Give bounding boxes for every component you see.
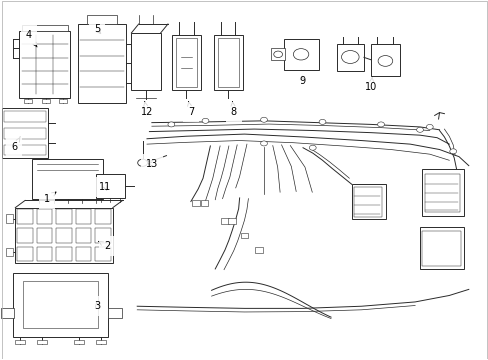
Circle shape — [426, 125, 432, 130]
Bar — [351, 184, 385, 220]
Bar — [370, 44, 399, 76]
Circle shape — [319, 120, 325, 125]
Text: 1: 1 — [44, 192, 56, 204]
Bar — [13, 273, 108, 337]
Bar — [96, 174, 125, 198]
Text: 3: 3 — [94, 301, 100, 311]
Bar — [96, 340, 105, 343]
Text: 11: 11 — [99, 182, 111, 192]
Bar — [95, 210, 111, 224]
Bar — [76, 247, 91, 261]
Bar — [228, 219, 236, 224]
Bar — [214, 35, 242, 90]
Bar — [191, 201, 199, 206]
Bar — [283, 39, 318, 69]
Bar — [56, 210, 72, 224]
Bar — [353, 187, 382, 217]
Bar — [131, 33, 160, 90]
Bar — [131, 40, 140, 47]
Circle shape — [449, 149, 456, 154]
Bar — [17, 228, 33, 243]
Bar — [37, 340, 47, 343]
Bar — [24, 99, 32, 103]
Bar — [42, 99, 50, 103]
Bar — [78, 24, 126, 103]
Bar — [4, 145, 45, 156]
Circle shape — [138, 159, 147, 166]
Circle shape — [273, 51, 282, 58]
Bar — [37, 228, 52, 243]
Text: 5: 5 — [94, 24, 101, 35]
Bar — [17, 247, 33, 261]
Bar — [0, 308, 14, 318]
Bar — [21, 25, 68, 31]
Bar — [32, 159, 103, 199]
Bar — [76, 210, 91, 224]
Circle shape — [202, 118, 208, 123]
Circle shape — [377, 122, 384, 127]
Bar — [221, 219, 228, 224]
Bar — [15, 340, 25, 343]
Bar — [37, 210, 52, 224]
Text: 7: 7 — [187, 102, 194, 117]
Text: 13: 13 — [145, 159, 158, 169]
Text: 8: 8 — [230, 102, 236, 117]
Text: 2: 2 — [99, 241, 110, 251]
Bar — [15, 208, 113, 263]
Circle shape — [260, 117, 267, 122]
Bar — [76, 228, 91, 243]
Bar — [419, 226, 463, 269]
Text: 9: 9 — [298, 76, 305, 86]
Text: 12: 12 — [141, 102, 153, 117]
Bar — [218, 39, 238, 87]
Bar — [422, 231, 460, 266]
Bar — [422, 169, 463, 216]
Bar — [5, 215, 13, 223]
Text: 10: 10 — [365, 77, 377, 92]
Bar — [424, 174, 459, 212]
Text: 6: 6 — [11, 137, 20, 152]
Bar — [17, 210, 33, 224]
Bar — [95, 247, 111, 261]
Bar — [59, 99, 67, 103]
Bar — [1, 108, 48, 158]
Bar — [74, 340, 83, 343]
Circle shape — [377, 55, 392, 66]
Bar — [22, 282, 98, 328]
Bar — [131, 80, 140, 87]
Circle shape — [167, 122, 174, 127]
Bar — [255, 247, 263, 253]
Circle shape — [341, 50, 358, 63]
Bar — [176, 39, 196, 87]
Bar — [5, 248, 13, 256]
Text: 4: 4 — [26, 30, 37, 47]
Bar — [131, 60, 140, 67]
Bar — [336, 44, 363, 71]
Circle shape — [293, 49, 308, 60]
Bar — [19, 31, 70, 98]
Bar — [56, 228, 72, 243]
Bar — [271, 48, 285, 60]
Circle shape — [260, 141, 267, 146]
Bar — [37, 247, 52, 261]
Bar — [4, 128, 45, 139]
Circle shape — [309, 145, 316, 150]
Bar — [56, 247, 72, 261]
Bar — [240, 233, 248, 238]
Circle shape — [416, 127, 423, 132]
Bar — [108, 308, 122, 318]
Bar — [172, 35, 200, 90]
Bar — [200, 201, 208, 206]
Bar — [87, 15, 117, 24]
Bar — [4, 111, 45, 122]
Bar — [95, 228, 111, 243]
